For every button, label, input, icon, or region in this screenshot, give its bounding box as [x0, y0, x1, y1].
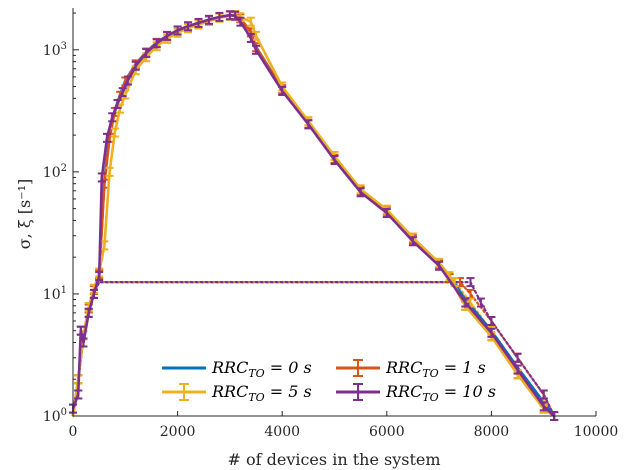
legend-label: RRCTO = 0 s: [211, 358, 312, 380]
series-sigma-line: [71, 13, 556, 417]
y-tick-label: 103: [43, 41, 67, 59]
series-sigma-line: [71, 13, 556, 417]
y-tick-label: 100: [43, 407, 67, 425]
x-axis-label: # of devices in the system: [227, 450, 440, 469]
series-sigma-line: [71, 13, 555, 418]
x-tick-label: 10000: [574, 424, 619, 440]
y-tick-label: 101: [43, 285, 67, 303]
x-tick-label: 0: [69, 424, 78, 440]
legend-label: RRCTO = 10 s: [385, 382, 496, 404]
series-sigma-line: [71, 13, 555, 418]
x-tick-label: 2000: [160, 424, 196, 440]
legend-label: RRCTO = 5 s: [211, 382, 312, 404]
axes: [72, 8, 596, 417]
y-axis-label: σ, ξ [s⁻¹]: [15, 179, 34, 250]
x-tick-label: 4000: [264, 424, 300, 440]
x-tick-label: 6000: [369, 424, 405, 440]
ticks: 0 2000 4000 6000 8000 10000 100 101 102 103: [43, 12, 619, 440]
legend-label: RRCTO = 1 s: [385, 358, 486, 380]
plot-lines: [69, 10, 559, 421]
x-tick-label: 8000: [474, 424, 510, 440]
y-tick-label: 102: [43, 163, 67, 181]
legend: RRCTO = 0 s RRCTO = 1 s RRCTO = 5 s RRCTO =…: [162, 358, 496, 404]
